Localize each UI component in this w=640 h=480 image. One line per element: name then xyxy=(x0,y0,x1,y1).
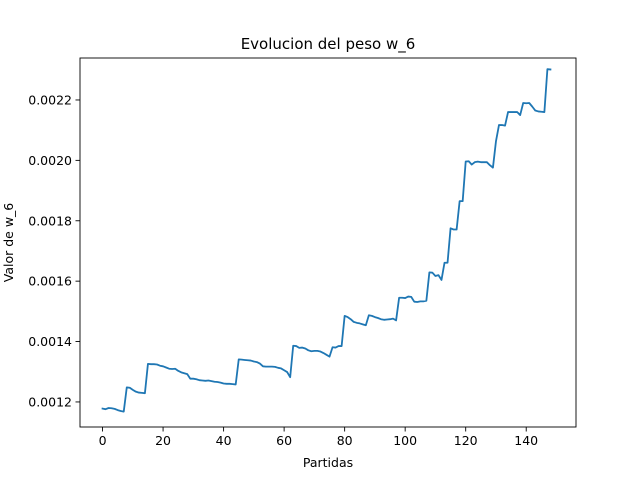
x-tick-label: 40 xyxy=(216,433,232,448)
y-tick-label: 0.0018 xyxy=(28,213,72,228)
axes-frame xyxy=(79,57,577,428)
y-tick-label: 0.0020 xyxy=(28,153,72,168)
x-tick-label: 20 xyxy=(155,433,171,448)
series-line xyxy=(101,68,552,413)
chart-title: Evolucion del peso w_6 xyxy=(241,35,416,54)
y-tick-label: 0.0012 xyxy=(28,394,72,409)
x-axis-ticks: 0 20 40 60 80 100 120 140 xyxy=(99,427,538,448)
x-tick-label: 0 xyxy=(99,433,107,448)
x-tick-label: 140 xyxy=(514,433,538,448)
y-axis-ticks: 0.0012 0.0014 0.0016 0.0018 0.0020 0.0022 xyxy=(28,92,80,409)
x-tick-label: 60 xyxy=(276,433,292,448)
plot-area xyxy=(101,68,552,413)
y-tick-label: 0.0022 xyxy=(28,92,72,107)
x-tick-label: 80 xyxy=(337,433,353,448)
x-axis-label: Partidas xyxy=(303,455,353,470)
x-tick-label: 100 xyxy=(393,433,417,448)
y-tick-label: 0.0014 xyxy=(28,334,72,349)
x-tick-label: 120 xyxy=(454,433,478,448)
y-axis-label: Valor de w_6 xyxy=(1,203,16,283)
y-tick-label: 0.0016 xyxy=(28,274,72,289)
